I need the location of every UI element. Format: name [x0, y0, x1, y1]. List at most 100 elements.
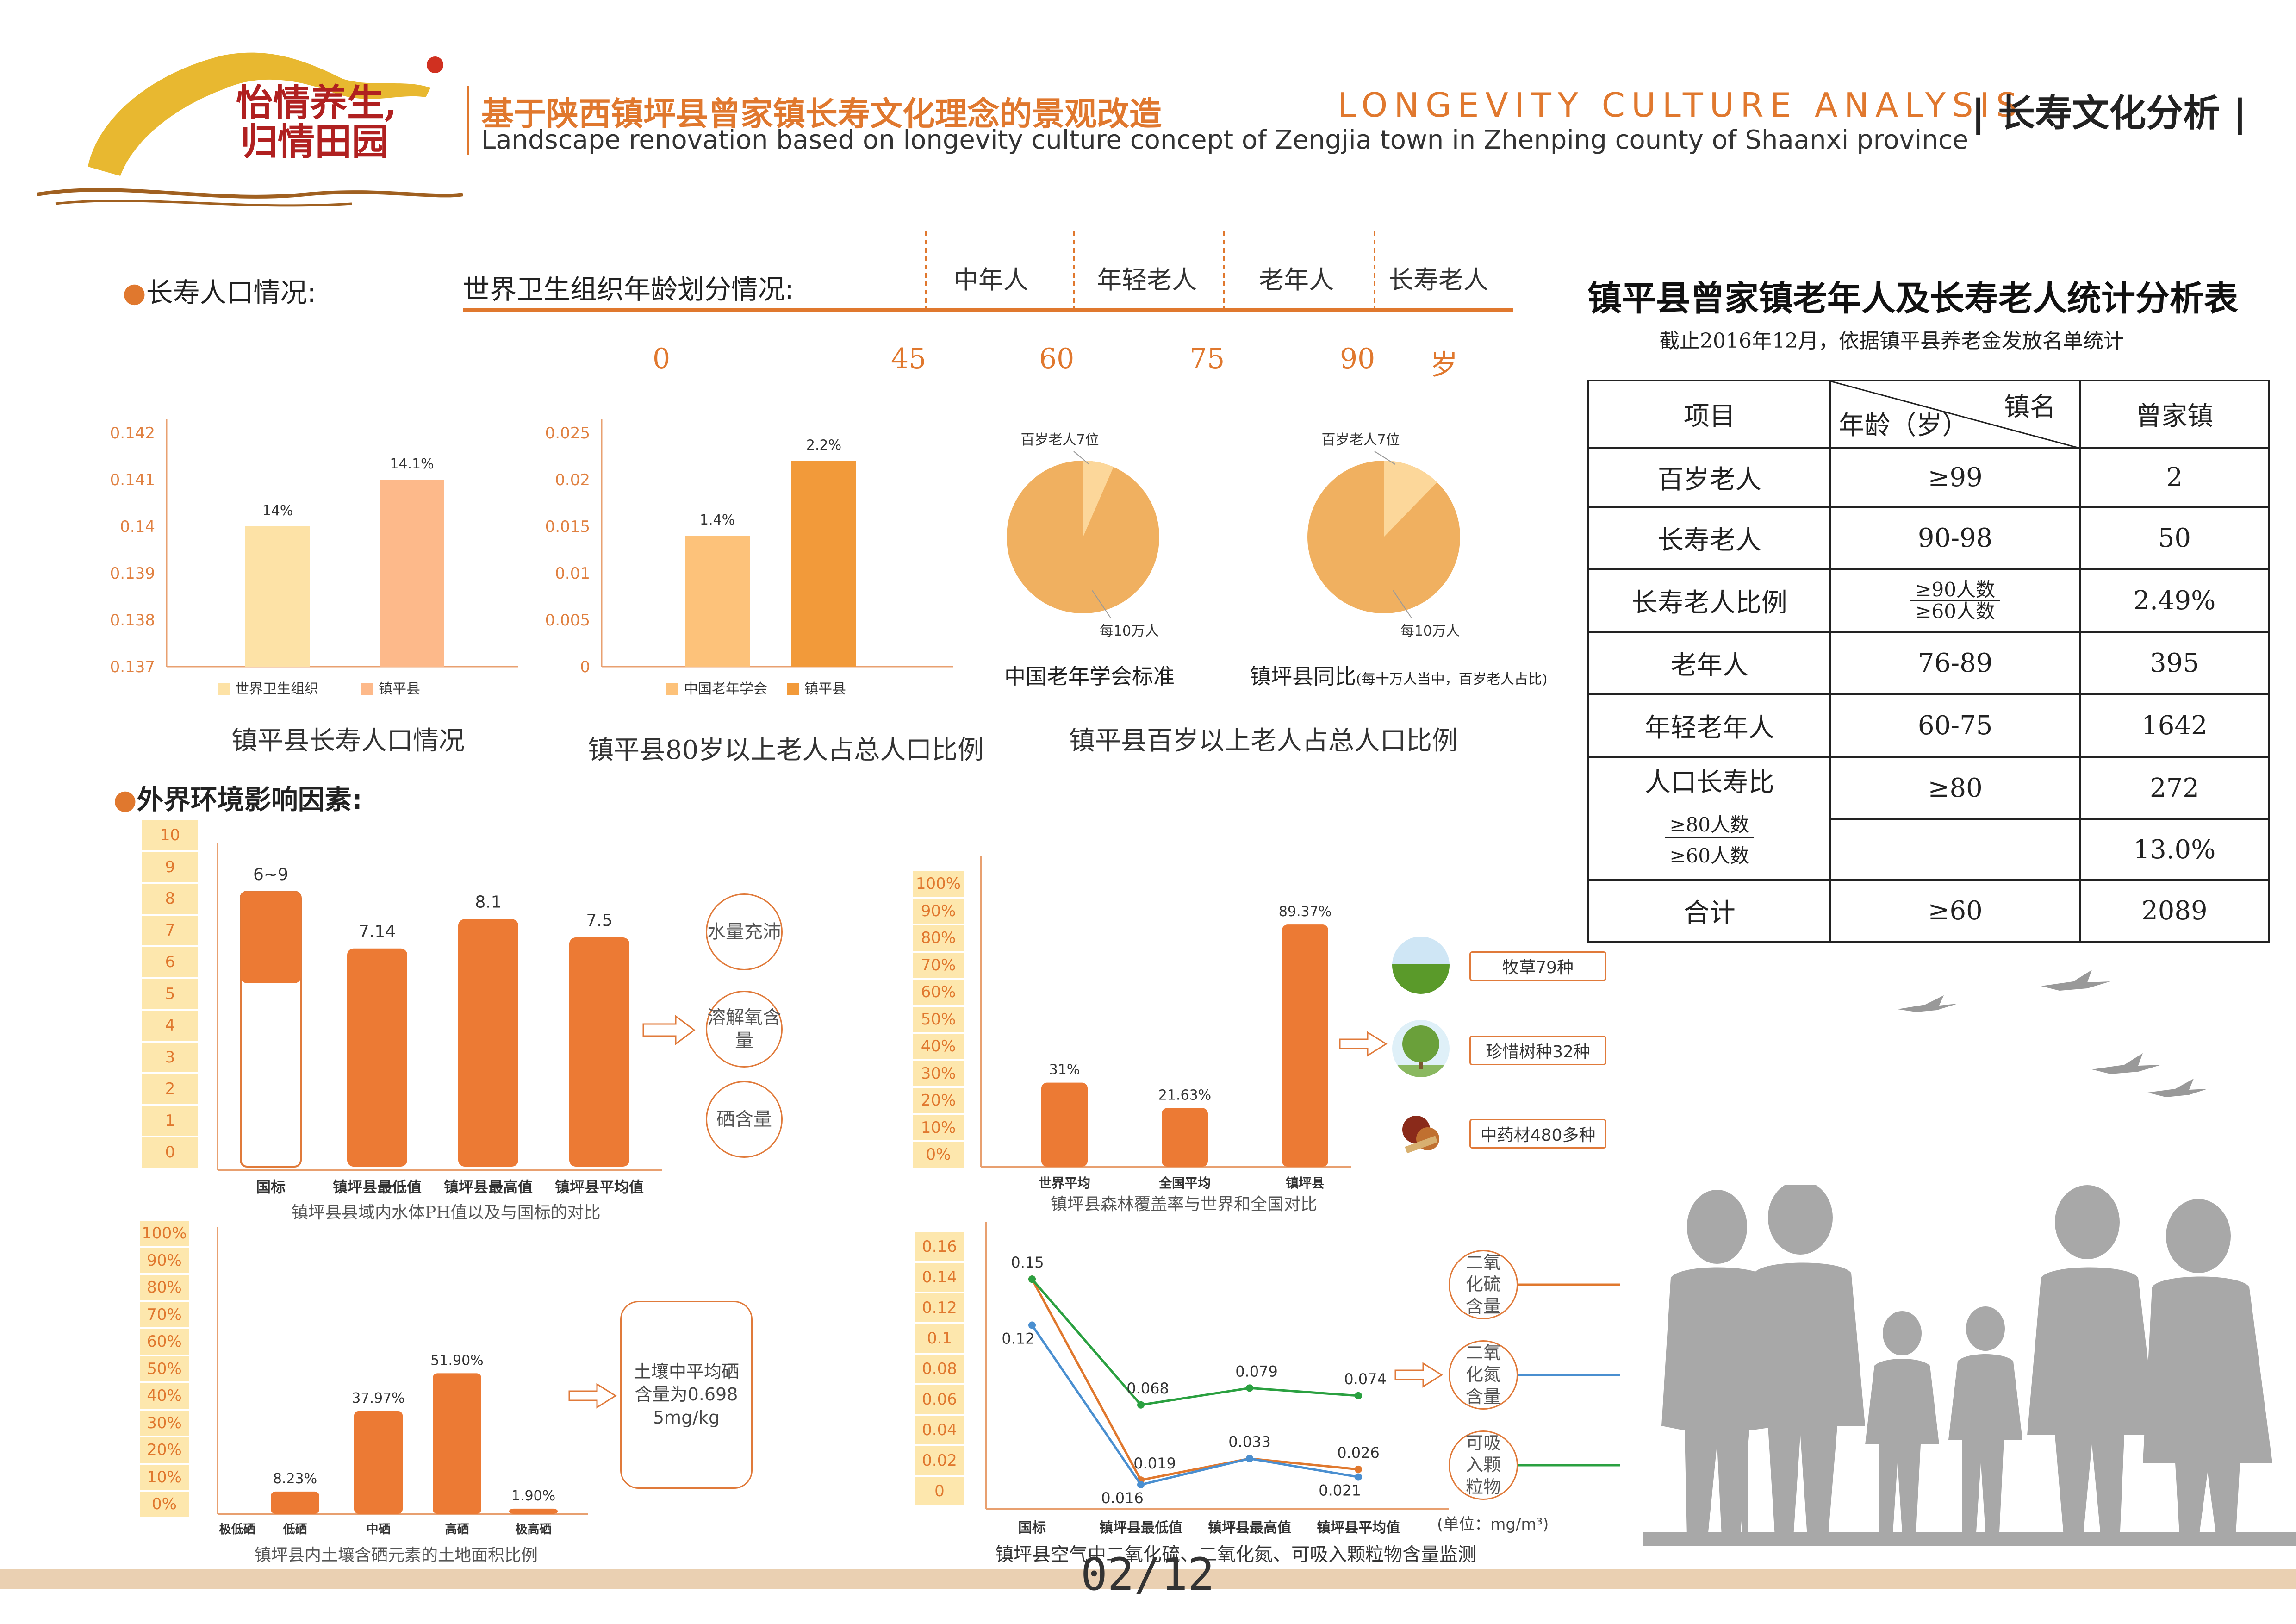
- diag-bottom: 年龄（岁）: [1838, 411, 1968, 441]
- title-cn: 基于陕西镇坪县曾家镇长寿文化理念的景观改造: [481, 95, 1162, 133]
- bar-range: [241, 892, 301, 983]
- logo-line2: 归情田园: [241, 120, 389, 163]
- y-tick-label: 70%: [912, 951, 965, 979]
- y-tick-label: 90%: [912, 897, 965, 924]
- y-tick-label: 0%: [139, 1491, 190, 1518]
- family-silhouette: [1643, 1185, 2296, 1546]
- data-point: [1246, 1455, 1253, 1462]
- y-tick-label: 0.12: [914, 1293, 965, 1323]
- row-age: ≥60: [1829, 879, 2081, 943]
- y-tick-label: 5: [141, 978, 199, 1010]
- row-value: 2.49%: [2078, 568, 2271, 633]
- series-line: [1031, 1278, 1359, 1481]
- y-tick-label: 10%: [912, 1114, 965, 1141]
- logo-mountain-graphic: [37, 52, 463, 207]
- row-value: 2089: [2078, 879, 2271, 943]
- data-point: [1355, 1473, 1362, 1481]
- row-item-longevity-ratio: 人口长寿比 ≥80人数 ≥60人数: [1587, 756, 1832, 881]
- legend-swatch: [666, 683, 678, 695]
- x-tick-label: 镇坪县最高值: [444, 1178, 533, 1196]
- x-tick-label: 世界平均: [1039, 1175, 1090, 1191]
- bar: [433, 1373, 481, 1514]
- data-label: 0.12: [1002, 1330, 1034, 1348]
- data-label: 37.97%: [352, 1390, 404, 1406]
- data-label: 8.23%: [273, 1471, 317, 1487]
- x-tick-label: 镇坪县最低值: [1099, 1520, 1182, 1536]
- arrow-right-icon: [1339, 1031, 1388, 1057]
- who-group-3: 老年人: [1259, 265, 1334, 294]
- bar: [380, 480, 444, 667]
- data-label: 2.2%: [806, 437, 841, 454]
- pie-label-small: 百岁老人7位: [1321, 432, 1400, 448]
- chart2-title: 镇平县80岁以上老人占总人口比例: [588, 735, 984, 765]
- table-row: 年轻老年人 60-75 1642: [1587, 693, 2271, 758]
- data-label: 0.021: [1319, 1481, 1361, 1499]
- x-tick-label: 镇坪县最高值: [1208, 1520, 1291, 1536]
- row-value: 13.0%: [2078, 818, 2271, 881]
- pie-slice-centenarian: [1384, 461, 1437, 537]
- who-group-1: 中年人: [953, 265, 1028, 294]
- y-tick-label: 0.08: [914, 1354, 965, 1384]
- data-label: 0.033: [1228, 1433, 1271, 1451]
- y-tick-label: 30%: [912, 1060, 965, 1087]
- legend-no2: 二氧化氮含量: [1449, 1340, 1518, 1410]
- data-label: 0.079: [1235, 1362, 1278, 1380]
- pie-leader-line: [1393, 590, 1412, 618]
- who-tick-60: 60: [1039, 343, 1075, 375]
- resource-grass: 牧草79种: [1469, 951, 1606, 981]
- bar: [458, 919, 518, 1167]
- legend-pm: 可吸入颗粒物: [1449, 1430, 1518, 1500]
- y-tick-label: 0.142: [110, 424, 155, 443]
- x-tick-label: 极高硒: [515, 1522, 551, 1537]
- x-tick-label: 国标: [1018, 1520, 1046, 1536]
- chart-longevity-population: 0.142 0.141 0.14 0.139 0.138 0.137 14% 14.1% 世界卫…: [110, 419, 518, 697]
- y-tick-label: 50%: [139, 1355, 190, 1382]
- y-tick-label: 40%: [139, 1382, 190, 1410]
- who-tick-0: 0: [653, 343, 671, 375]
- y-tick-label: 0.138: [110, 611, 155, 630]
- chart-soil-selenium: 极低硒 8.23% 低硒 37.97% 中硒 51.90% 高硒 1.90% 极高硒: [217, 1227, 588, 1537]
- row-age-fraction: ≥90人数 ≥60人数: [1829, 568, 2081, 633]
- x-tick-label: 高硒: [445, 1522, 469, 1537]
- who-group-4: 长寿老人: [1388, 265, 1488, 294]
- legend-swatch: [218, 683, 230, 695]
- bar: [569, 937, 629, 1167]
- series-line: [1031, 1278, 1359, 1406]
- bar: [354, 1411, 403, 1514]
- row-item: 百岁老人: [1587, 447, 1832, 508]
- legend-label: 镇平县: [379, 681, 420, 697]
- section2-label-text: 外界环境影响因素:: [137, 784, 362, 815]
- pie-leader-line: [1073, 451, 1090, 465]
- y-tick-label: 30%: [139, 1409, 190, 1437]
- bar: [685, 536, 750, 667]
- data-label: 0.016: [1101, 1489, 1144, 1507]
- resource-herbs: 中药材480多种: [1469, 1119, 1606, 1149]
- data-label: 8.1: [475, 893, 501, 912]
- fraction-den: ≥60人数: [1915, 600, 1995, 623]
- row-item: 长寿老人比例: [1587, 568, 1832, 633]
- y-tick-label: 9: [141, 851, 199, 883]
- y-tick-label: 0.137: [110, 658, 155, 676]
- row-item: 长寿老人: [1587, 506, 1832, 570]
- y-tick-label: 0: [141, 1137, 199, 1168]
- y-tick-label: 100%: [139, 1220, 190, 1247]
- x-tick-label: 镇坪县平均值: [555, 1178, 644, 1196]
- data-label: 0.019: [1133, 1455, 1176, 1472]
- chart5-title: 镇坪县森林覆盖率与世界和全国对比: [1051, 1195, 1318, 1214]
- data-label: 0.074: [1344, 1370, 1387, 1388]
- table-header-diagonal: 镇名 年龄（岁）: [1829, 380, 2082, 449]
- section1-label-text: 长寿人口情况:: [146, 277, 317, 308]
- y-tick-label: 0.005: [545, 611, 590, 630]
- y-tick-label: 1: [141, 1105, 199, 1137]
- data-label: 14.1%: [390, 456, 434, 472]
- row-age: ≥80: [1829, 756, 2081, 820]
- pie-label-big: 每10万人: [1400, 623, 1460, 639]
- y-tick-label: 0.01: [555, 564, 590, 583]
- factor-selenium: 硒含量: [706, 1081, 783, 1158]
- y-tick-label: 0.14: [120, 518, 155, 536]
- table-row: 老年人 76-89 395: [1587, 631, 2271, 695]
- logo-line1: 怡情养生,: [236, 81, 397, 125]
- selenium-note-box: 土壤中平均硒含量为0.6985mg/kg: [620, 1301, 753, 1489]
- page-number: 02/12: [1081, 1549, 1214, 1600]
